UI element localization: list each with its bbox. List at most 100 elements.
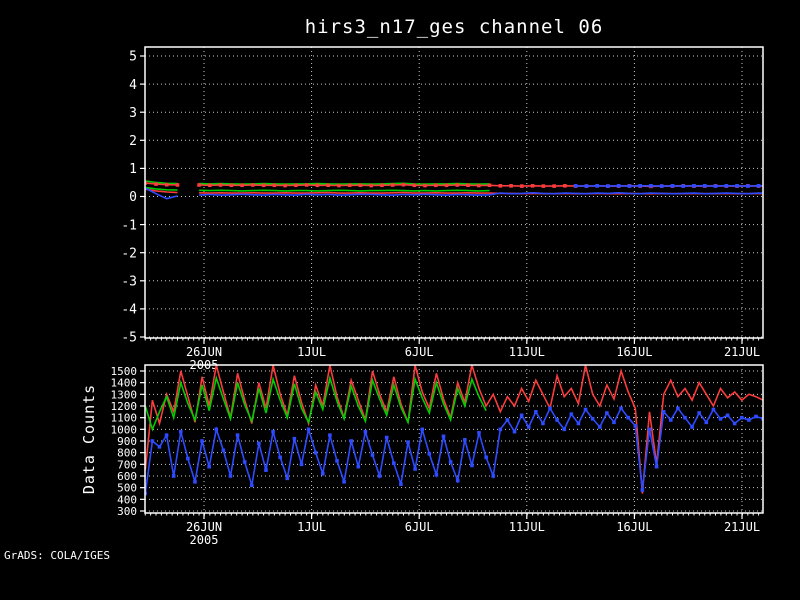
- x-tick-label: 1JUL: [297, 345, 326, 359]
- blue-counts-line-marker: [356, 464, 361, 469]
- blue-counts-line-marker: [335, 459, 339, 463]
- blue-counts-line-marker: [491, 474, 496, 478]
- y-tick-label: 0: [129, 190, 137, 205]
- red-marker-line-marker: [261, 183, 266, 188]
- blue-lower-line: [145, 187, 763, 200]
- x-tick-label: 21JUL: [724, 345, 760, 359]
- blue-marker-line-marker: [702, 184, 707, 188]
- red-marker-line-marker: [294, 183, 298, 188]
- blue-counts-line-marker: [463, 438, 467, 442]
- red-marker-line-marker: [304, 183, 309, 187]
- blue-counts-line-marker: [186, 456, 190, 461]
- blue-marker-line-marker: [616, 184, 621, 188]
- x-tick-label: 11JUL: [509, 520, 545, 534]
- blue-counts-line-marker: [676, 406, 680, 411]
- blue-counts-line-marker: [249, 483, 254, 488]
- red-marker-line-marker: [563, 184, 567, 188]
- blue-counts-line-marker: [384, 435, 389, 440]
- blue-counts-line-marker: [228, 474, 233, 478]
- blue-counts-line-marker: [441, 434, 446, 439]
- red-marker-line-marker: [154, 182, 158, 186]
- blue-counts-line-marker: [569, 412, 574, 416]
- red-marker-line-marker: [347, 183, 352, 188]
- blue-counts-line-marker: [661, 410, 666, 414]
- blue-counts-line-marker: [363, 429, 368, 434]
- blue-counts-line-marker: [697, 411, 701, 415]
- green-counts-line: [145, 374, 487, 432]
- red-marker-line-marker: [401, 182, 406, 187]
- blue-counts-line-marker: [590, 417, 595, 421]
- blue-counts-line-marker: [193, 480, 197, 484]
- blue-counts-line-marker: [313, 450, 318, 455]
- blue-counts-line-marker: [548, 406, 552, 411]
- blue-counts-line-marker: [392, 461, 396, 465]
- blue-counts-line-marker: [747, 418, 751, 422]
- blue-counts-line-marker: [612, 420, 616, 425]
- red-marker-line-marker: [423, 183, 427, 188]
- red-marker-line-marker: [164, 182, 169, 187]
- x-tick-label-year: 2005: [190, 533, 219, 547]
- red-marker-line-marker: [498, 184, 503, 188]
- red-marker-line-marker: [433, 183, 438, 188]
- blue-counts-line-marker: [576, 421, 581, 426]
- chart-title: hirs3_n17_ges channel 06: [304, 16, 604, 38]
- blue-counts-line-marker: [264, 468, 268, 472]
- blue-marker-line-marker: [713, 184, 718, 188]
- blue-counts-line-marker: [626, 415, 630, 420]
- red-marker-line-marker: [520, 184, 524, 188]
- counts-panel-axes: 1500140013001200110010009008007006005004…: [111, 365, 761, 547]
- blue-counts-line-marker: [157, 445, 162, 449]
- counts-panel-series: [145, 365, 763, 496]
- bias-panel-grid: [145, 47, 763, 338]
- blue-counts-line-marker: [413, 467, 417, 471]
- red-marker-line-marker: [337, 183, 341, 188]
- red-marker-line-marker: [444, 183, 449, 188]
- blue-counts-line-marker: [534, 410, 538, 414]
- blue-counts-line-marker: [484, 455, 488, 460]
- blue-counts-line-marker: [420, 427, 425, 432]
- blue-counts-line-marker: [434, 473, 439, 477]
- blue-counts-line-marker: [292, 436, 297, 441]
- blue-counts-line-marker: [633, 424, 638, 428]
- x-tick-label: 21JUL: [724, 520, 760, 534]
- blue-counts-line-marker: [306, 427, 311, 432]
- blue-counts-line-marker: [285, 476, 290, 481]
- blue-counts-line-marker: [597, 425, 602, 429]
- blue-marker-line-marker: [768, 184, 772, 188]
- x-tick-label: 26JUN: [186, 345, 222, 359]
- y-tick-label: 1400: [111, 377, 138, 390]
- red-marker-line-marker: [509, 184, 513, 188]
- y-tick-label: 900: [117, 435, 137, 448]
- blue-counts-line-marker: [541, 421, 545, 426]
- red-marker-line-marker: [175, 183, 180, 187]
- blue-counts-line-marker: [178, 429, 183, 434]
- blue-counts-line-marker: [498, 427, 503, 432]
- blue-counts-line-marker: [171, 474, 176, 478]
- blue-counts-line-marker: [320, 471, 325, 476]
- blue-counts-line: [145, 406, 763, 494]
- blue-counts-line-marker: [328, 433, 332, 437]
- red-marker-line-marker: [251, 183, 255, 187]
- blue-counts-line-marker: [342, 480, 346, 484]
- blue-counts-line-marker: [619, 406, 623, 411]
- red-marker-line-marker: [466, 183, 470, 188]
- blue-counts-line-marker: [512, 429, 517, 434]
- x-tick-label: 6JUL: [405, 520, 434, 534]
- y-tick-label: 700: [117, 458, 137, 471]
- blue-counts-line-marker: [605, 411, 609, 415]
- blue-counts-line-marker: [150, 439, 155, 443]
- x-tick-label: 1JUL: [297, 520, 326, 534]
- red-marker-line-marker: [358, 183, 363, 188]
- red-marker-line-marker: [326, 183, 330, 188]
- y-tick-label: 1: [129, 162, 137, 177]
- x-tick-label: 16JUL: [616, 520, 652, 534]
- blue-counts-line-marker: [370, 453, 375, 457]
- blue-counts-line-marker: [242, 460, 247, 464]
- red-marker-line-marker: [390, 183, 395, 187]
- red-marker-line-marker: [412, 183, 417, 188]
- y-tick-label: 600: [117, 470, 137, 483]
- y-tick-label: 4: [129, 78, 137, 93]
- blue-marker-line-marker: [724, 184, 729, 188]
- blue-counts-line-marker: [555, 418, 559, 422]
